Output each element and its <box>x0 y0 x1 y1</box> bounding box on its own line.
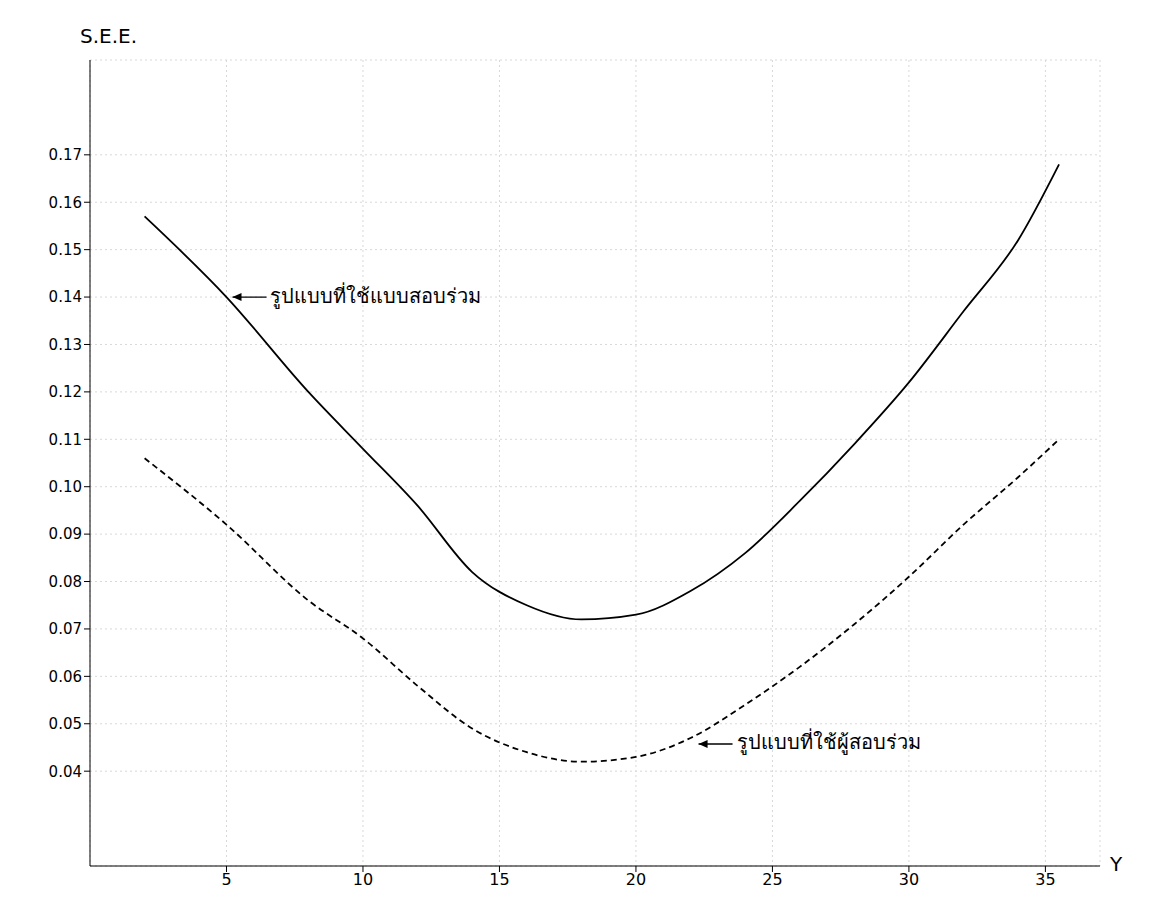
svg-text:0.17: 0.17 <box>49 146 82 164</box>
html-text:S.E.E.: S.E.E. <box>80 24 137 48</box>
svg-text:0.09: 0.09 <box>49 525 82 543</box>
svg-text:0.08: 0.08 <box>49 573 82 591</box>
svg-text:0.05: 0.05 <box>49 715 82 733</box>
svg-text:10: 10 <box>353 870 373 889</box>
svg-text:35: 35 <box>1035 870 1055 889</box>
svg-text:5: 5 <box>221 870 231 889</box>
svg-text:25: 25 <box>762 870 782 889</box>
svg-text:0.15: 0.15 <box>49 241 82 259</box>
svg-text:0.11: 0.11 <box>49 431 82 449</box>
svg-text:15: 15 <box>489 870 509 889</box>
svg-text:0.10: 0.10 <box>49 478 82 496</box>
svg-text:0.12: 0.12 <box>49 383 82 401</box>
svg-text:0.06: 0.06 <box>49 668 82 686</box>
svg-text:20: 20 <box>626 870 646 889</box>
svg-text:0.13: 0.13 <box>49 336 82 354</box>
svg-text:0.16: 0.16 <box>49 194 82 212</box>
svg-text:รูปแบบที่ใช้แบบสอบร่วม: รูปแบบที่ใช้แบบสอบร่วม <box>270 282 481 309</box>
html-text:Y: Y <box>1110 852 1123 876</box>
svg-text:0.07: 0.07 <box>49 620 82 638</box>
svg-text:รูปแบบที่ใช้ผู้สอบร่วม: รูปแบบที่ใช้ผู้สอบร่วม <box>737 728 921 755</box>
svg-text:0.04: 0.04 <box>49 763 82 781</box>
svg-text:0.14: 0.14 <box>49 288 82 306</box>
svg-text:30: 30 <box>899 870 919 889</box>
